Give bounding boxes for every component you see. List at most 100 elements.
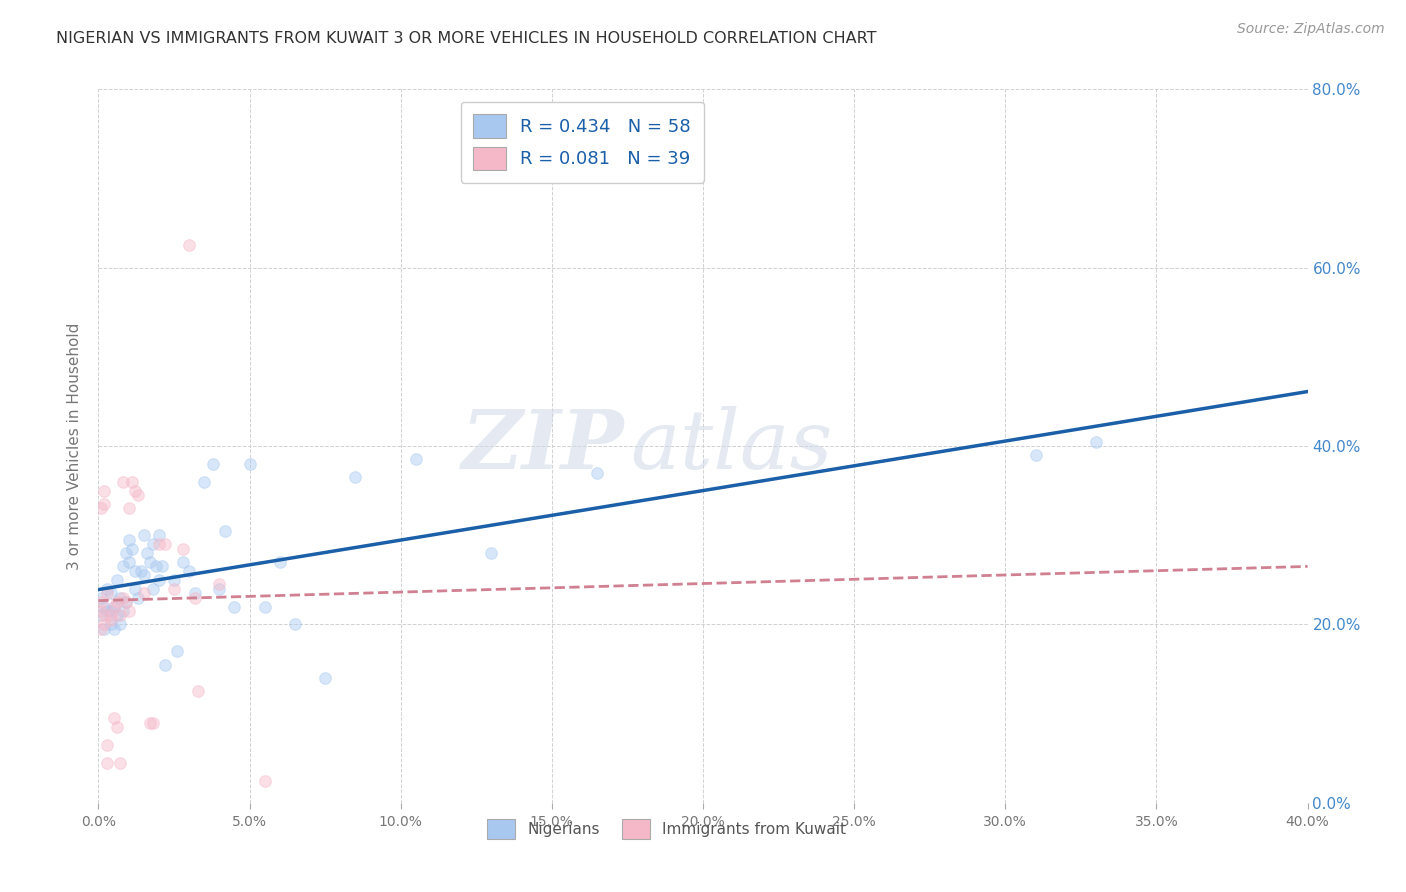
Point <box>148 573 170 587</box>
Point <box>1085 434 1108 449</box>
Point <box>202 457 225 471</box>
Point <box>172 541 194 556</box>
Point <box>111 559 134 574</box>
Point <box>100 608 122 623</box>
Point <box>142 537 165 551</box>
Point <box>132 528 155 542</box>
Point <box>111 475 134 489</box>
Text: NIGERIAN VS IMMIGRANTS FROM KUWAIT 3 OR MORE VEHICLES IN HOUSEHOLD CORRELATION C: NIGERIAN VS IMMIGRANTS FROM KUWAIT 3 OR … <box>56 31 877 46</box>
Point <box>284 617 307 632</box>
Point <box>121 475 143 489</box>
Y-axis label: 3 or more Vehicles in Household: 3 or more Vehicles in Household <box>67 322 83 570</box>
Point <box>103 711 125 725</box>
Point <box>239 457 262 471</box>
Point <box>150 559 173 574</box>
Point <box>100 613 122 627</box>
Point <box>108 756 131 770</box>
Point <box>142 582 165 596</box>
Point <box>96 604 118 618</box>
Point <box>163 573 186 587</box>
Point <box>129 564 152 578</box>
Point <box>114 595 136 609</box>
Point <box>142 715 165 730</box>
Point <box>224 599 246 614</box>
Point <box>90 501 112 516</box>
Point <box>105 573 128 587</box>
Point <box>269 555 291 569</box>
Point <box>184 586 207 600</box>
Point <box>139 555 162 569</box>
Point <box>103 622 125 636</box>
Point <box>108 591 131 605</box>
Point <box>100 604 122 618</box>
Point <box>93 622 115 636</box>
Point <box>405 452 427 467</box>
Point <box>145 559 167 574</box>
Point <box>135 546 157 560</box>
Point <box>105 595 128 609</box>
Point <box>96 582 118 596</box>
Point <box>184 591 207 605</box>
Point <box>93 483 115 498</box>
Point <box>96 738 118 752</box>
Point <box>108 617 131 632</box>
Point <box>118 604 141 618</box>
Point <box>214 524 236 538</box>
Point <box>124 564 146 578</box>
Point <box>93 608 115 623</box>
Point <box>1024 448 1046 462</box>
Point <box>148 537 170 551</box>
Legend: Nigerians, Immigrants from Kuwait: Nigerians, Immigrants from Kuwait <box>481 814 852 845</box>
Point <box>90 595 112 609</box>
Point <box>118 555 141 569</box>
Point <box>187 684 209 698</box>
Point <box>124 483 146 498</box>
Point <box>253 599 276 614</box>
Point <box>132 586 155 600</box>
Point <box>111 591 134 605</box>
Point <box>208 577 231 591</box>
Point <box>344 470 367 484</box>
Point <box>179 238 201 252</box>
Point <box>108 608 131 623</box>
Text: ZIP: ZIP <box>461 406 624 486</box>
Point <box>111 604 134 618</box>
Point <box>93 599 115 614</box>
Point <box>121 541 143 556</box>
Point <box>100 586 122 600</box>
Point <box>132 568 155 582</box>
Point <box>93 617 115 632</box>
Point <box>253 773 276 788</box>
Point <box>208 582 231 596</box>
Point <box>103 599 125 614</box>
Point <box>148 528 170 542</box>
Point <box>103 599 125 614</box>
Point <box>179 564 201 578</box>
Point <box>118 501 141 516</box>
Point <box>93 497 115 511</box>
Point <box>90 604 112 618</box>
Point <box>153 657 176 672</box>
Point <box>118 533 141 547</box>
Point <box>172 555 194 569</box>
Point <box>124 582 146 596</box>
Point <box>96 756 118 770</box>
Point <box>127 488 149 502</box>
Point <box>96 586 118 600</box>
Point <box>127 591 149 605</box>
Point <box>114 595 136 609</box>
Point <box>90 591 112 605</box>
Point <box>114 546 136 560</box>
Text: atlas: atlas <box>630 406 832 486</box>
Point <box>166 644 188 658</box>
Point <box>314 671 336 685</box>
Point <box>105 720 128 734</box>
Point <box>586 466 609 480</box>
Point <box>100 617 122 632</box>
Point <box>105 608 128 623</box>
Point <box>139 715 162 730</box>
Point <box>90 608 112 623</box>
Text: Source: ZipAtlas.com: Source: ZipAtlas.com <box>1237 22 1385 37</box>
Point <box>481 546 503 560</box>
Point <box>163 582 186 596</box>
